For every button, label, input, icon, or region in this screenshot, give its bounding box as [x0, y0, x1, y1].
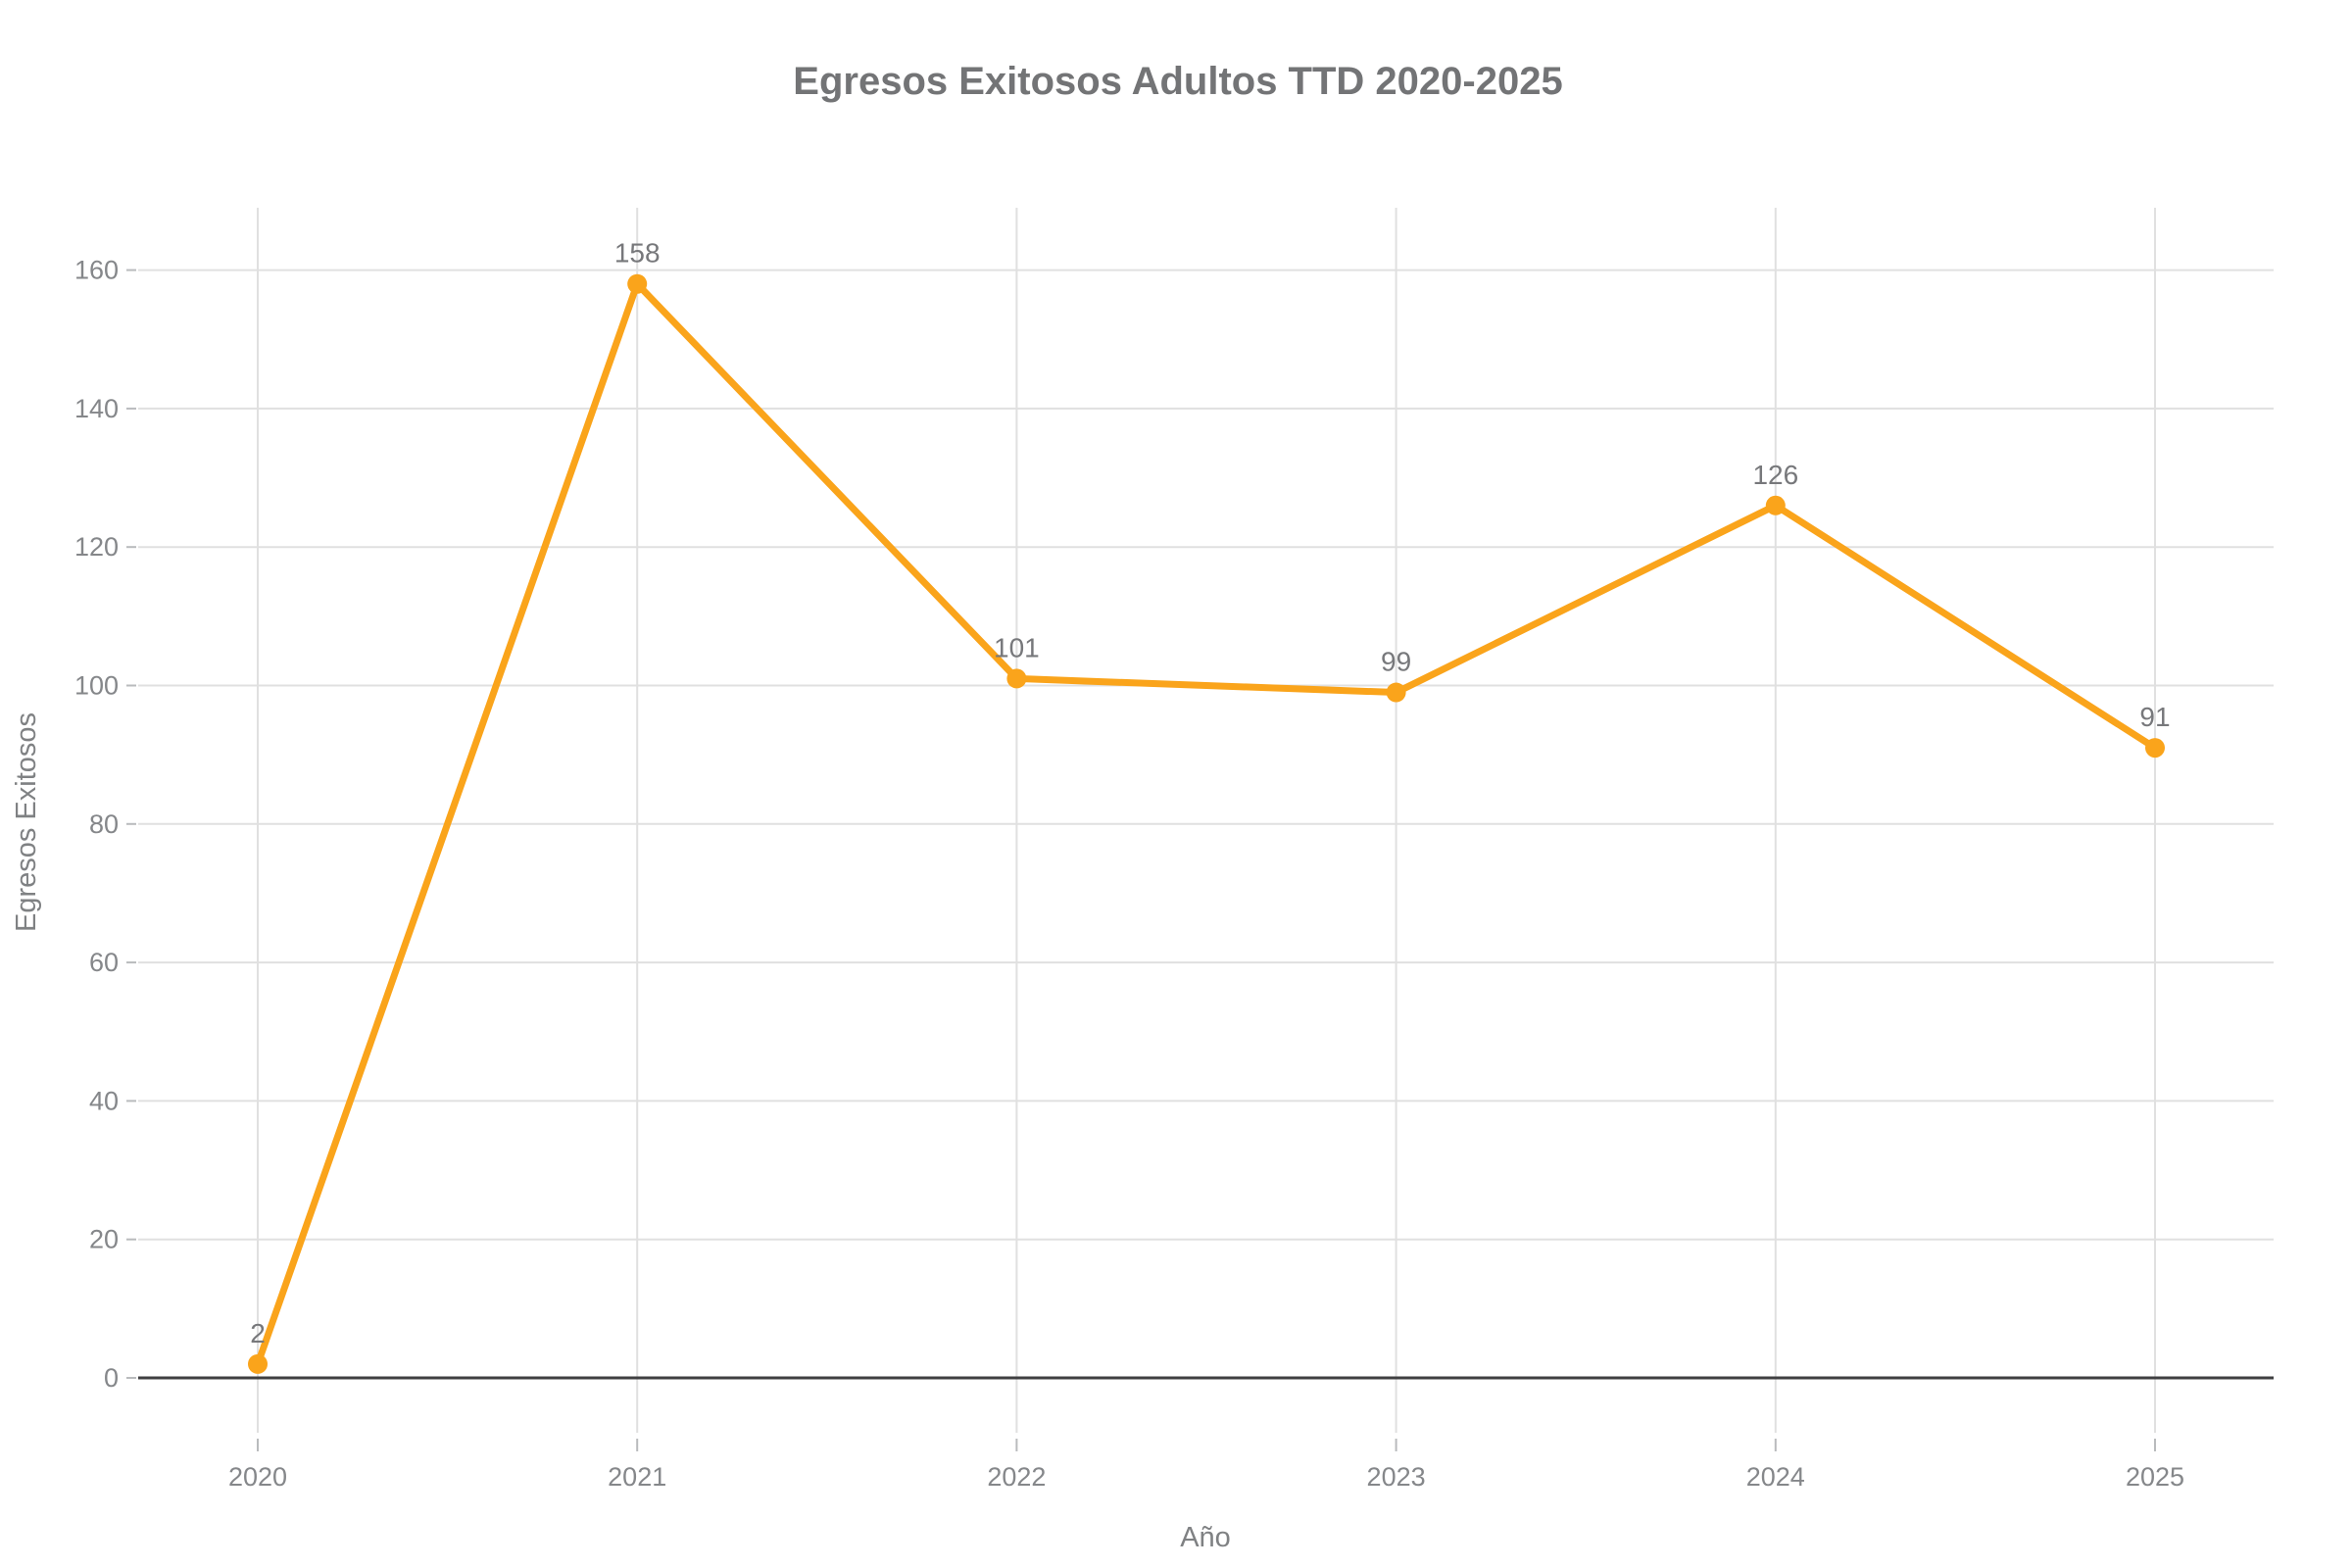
y-tick-label: 20 — [89, 1225, 119, 1254]
x-tick-label: 2025 — [2126, 1462, 2184, 1492]
data-point-label: 99 — [1381, 647, 1411, 677]
data-point[interactable] — [627, 273, 648, 294]
x-tick-label: 2023 — [1367, 1462, 1426, 1492]
x-tick-label: 2021 — [608, 1462, 666, 1492]
y-axis-title: Egresos Exitosos — [11, 712, 42, 932]
data-point[interactable] — [1765, 495, 1786, 515]
data-point-label: 126 — [1752, 460, 1798, 490]
data-point[interactable] — [1386, 682, 1406, 703]
y-tick-label: 60 — [89, 948, 119, 977]
series-path — [254, 280, 2159, 1368]
x-tick-label: 2024 — [1746, 1462, 1805, 1492]
y-tick-label: 40 — [89, 1086, 119, 1115]
data-labels: 2 158 101 99 126 91 — [250, 238, 2170, 1348]
gridlines — [138, 208, 2274, 1433]
data-point[interactable] — [248, 1353, 268, 1374]
data-point-label: 91 — [2139, 702, 2170, 732]
data-point-label: 158 — [614, 238, 661, 269]
data-point[interactable] — [2145, 738, 2165, 759]
x-axis-title: Año — [1180, 1522, 1231, 1553]
data-point-label: 101 — [994, 632, 1040, 662]
data-point[interactable] — [1006, 668, 1027, 689]
chart-title: Egresos Exitosos Adultos TTD 2020-2025 — [793, 60, 1562, 103]
series-line — [248, 273, 2165, 1374]
x-tick-label: 2020 — [228, 1462, 287, 1492]
y-tick-label: 160 — [74, 256, 119, 285]
y-tick-label: 140 — [74, 394, 119, 423]
axes: 0 20 40 60 80 100 120 140 160 2020 2021 2022 2023 202… — [74, 256, 2274, 1492]
y-tick-label: 0 — [104, 1363, 119, 1393]
data-point-label: 2 — [250, 1318, 266, 1348]
y-tick-label: 100 — [74, 670, 119, 700]
y-tick-label: 120 — [74, 532, 119, 562]
x-tick-label: 2022 — [987, 1462, 1046, 1492]
y-tick-label: 80 — [89, 809, 119, 839]
